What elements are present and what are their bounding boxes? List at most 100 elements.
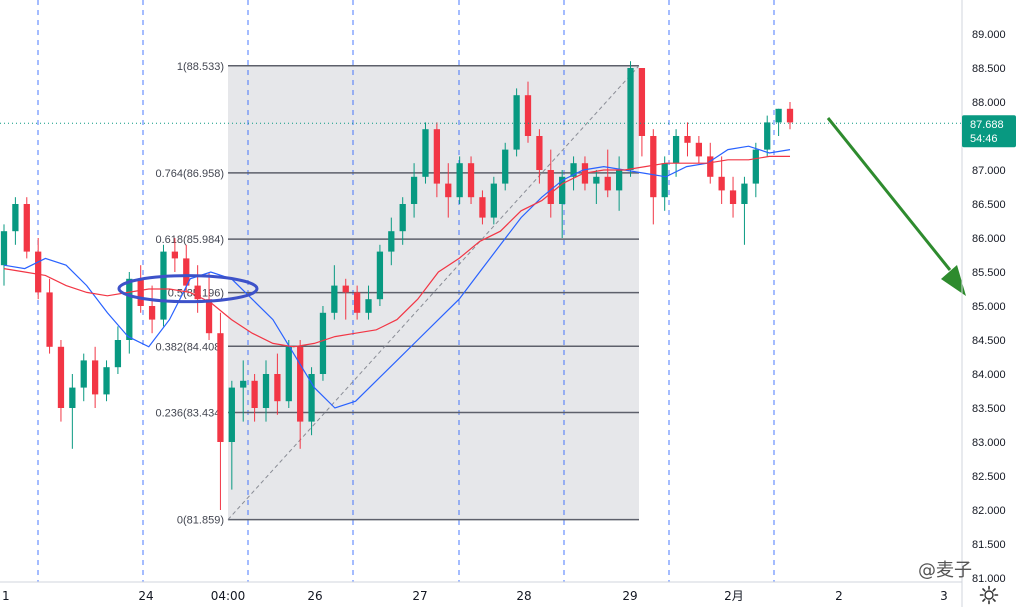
candle — [547, 149, 554, 218]
candle-body — [262, 374, 270, 408]
last-price-badge: 87.688 54:46 — [962, 115, 1016, 148]
price-tick-label: 81.500 — [972, 539, 1006, 551]
candle-body — [729, 190, 737, 204]
candle — [661, 156, 668, 211]
candle-body — [148, 306, 156, 320]
moving-average-blue — [3, 145, 791, 409]
candle — [35, 238, 42, 300]
time-tick-label: 2 — [835, 589, 843, 603]
candle-body — [399, 204, 406, 232]
candle — [445, 163, 452, 218]
candle-body — [297, 346, 304, 422]
candle-body — [490, 183, 497, 218]
candle — [604, 149, 611, 198]
candle-body — [547, 170, 554, 204]
candle — [353, 285, 361, 320]
candle — [114, 326, 122, 374]
candle-body — [536, 136, 543, 170]
price-tick-label: 82.500 — [972, 471, 1006, 483]
candle-body — [388, 231, 395, 252]
candle — [399, 197, 406, 245]
candle — [217, 312, 224, 510]
last-price-badge-bg — [962, 115, 1016, 148]
price-tick-label: 89.000 — [972, 29, 1006, 41]
candle-body — [661, 163, 668, 198]
candle — [764, 115, 771, 157]
price-tick-label: 84.500 — [972, 335, 1006, 347]
price-tick-label: 81.000 — [972, 573, 1006, 585]
candle — [160, 244, 167, 327]
candle-body — [684, 136, 691, 143]
candle-body — [365, 299, 372, 313]
candle — [46, 278, 53, 354]
candle — [228, 380, 235, 490]
fib-level-label: 0.618(85.984) — [156, 234, 225, 246]
fib-level-label: 0.382(84.408) — [156, 341, 225, 353]
candle-body — [171, 251, 179, 259]
candle — [331, 265, 338, 320]
candle — [274, 353, 281, 415]
candle — [684, 122, 691, 157]
candle — [490, 176, 497, 225]
candle-body — [183, 258, 190, 286]
candle-body — [319, 312, 327, 374]
candle-body — [80, 360, 87, 388]
candle — [718, 156, 725, 204]
watermark: @麦子 — [918, 560, 972, 581]
time-tick-label: 29 — [622, 589, 637, 603]
candle — [103, 360, 110, 402]
candle-body — [467, 163, 475, 198]
candle-body — [23, 204, 30, 252]
candle-body — [12, 204, 19, 232]
candle-body — [57, 346, 65, 408]
arrow-shaft — [826, 117, 952, 271]
price-tick-label: 82.000 — [972, 505, 1006, 517]
candle-body — [593, 176, 600, 184]
candle-body — [615, 170, 623, 191]
price-tick-label: 86.500 — [972, 199, 1006, 211]
candle — [285, 340, 292, 408]
fib-level-label: 0(81.859) — [177, 515, 224, 527]
fib-level-label: 1(88.533) — [177, 61, 224, 73]
candle-body — [376, 251, 384, 300]
candle — [240, 360, 247, 422]
last-price-countdown: 54:46 — [970, 133, 998, 145]
last-price-value: 87.688 — [970, 119, 1004, 131]
candle — [376, 244, 384, 306]
price-tick-label: 87.000 — [972, 165, 1006, 177]
candle-body — [570, 163, 577, 177]
time-tick-label: 2月 — [724, 589, 744, 603]
candle-body — [217, 333, 224, 442]
candle-body — [160, 251, 167, 320]
time-tick-label: 04:00 — [211, 589, 246, 603]
candle — [615, 156, 623, 211]
candle-body — [524, 95, 532, 136]
gear-icon[interactable] — [978, 584, 1000, 606]
candle-body — [445, 183, 452, 198]
candle-body — [410, 176, 418, 204]
time-tick-label: 27 — [412, 589, 427, 603]
candle — [433, 122, 441, 198]
time-tick-label: 28 — [516, 589, 531, 603]
candle — [775, 108, 782, 136]
candle-body — [274, 374, 281, 402]
arrow-head — [941, 265, 966, 296]
candle-body — [707, 156, 714, 177]
price-tick-label: 86.000 — [972, 233, 1006, 245]
candle-body — [0, 231, 8, 266]
candle — [251, 374, 258, 422]
candle-body — [513, 95, 520, 150]
candle — [297, 340, 304, 449]
candle — [422, 122, 429, 184]
fib-level-label: 0.764(86.958) — [156, 168, 225, 180]
candle — [23, 197, 30, 259]
fib-level-label: 0.236(83.434) — [156, 407, 225, 419]
time-tick-label: 24 — [138, 589, 153, 603]
candle — [342, 278, 349, 320]
candle — [0, 224, 8, 286]
candle — [559, 170, 566, 238]
candle — [638, 68, 646, 157]
candle — [69, 374, 76, 449]
down-arrow-annotation — [826, 117, 966, 296]
